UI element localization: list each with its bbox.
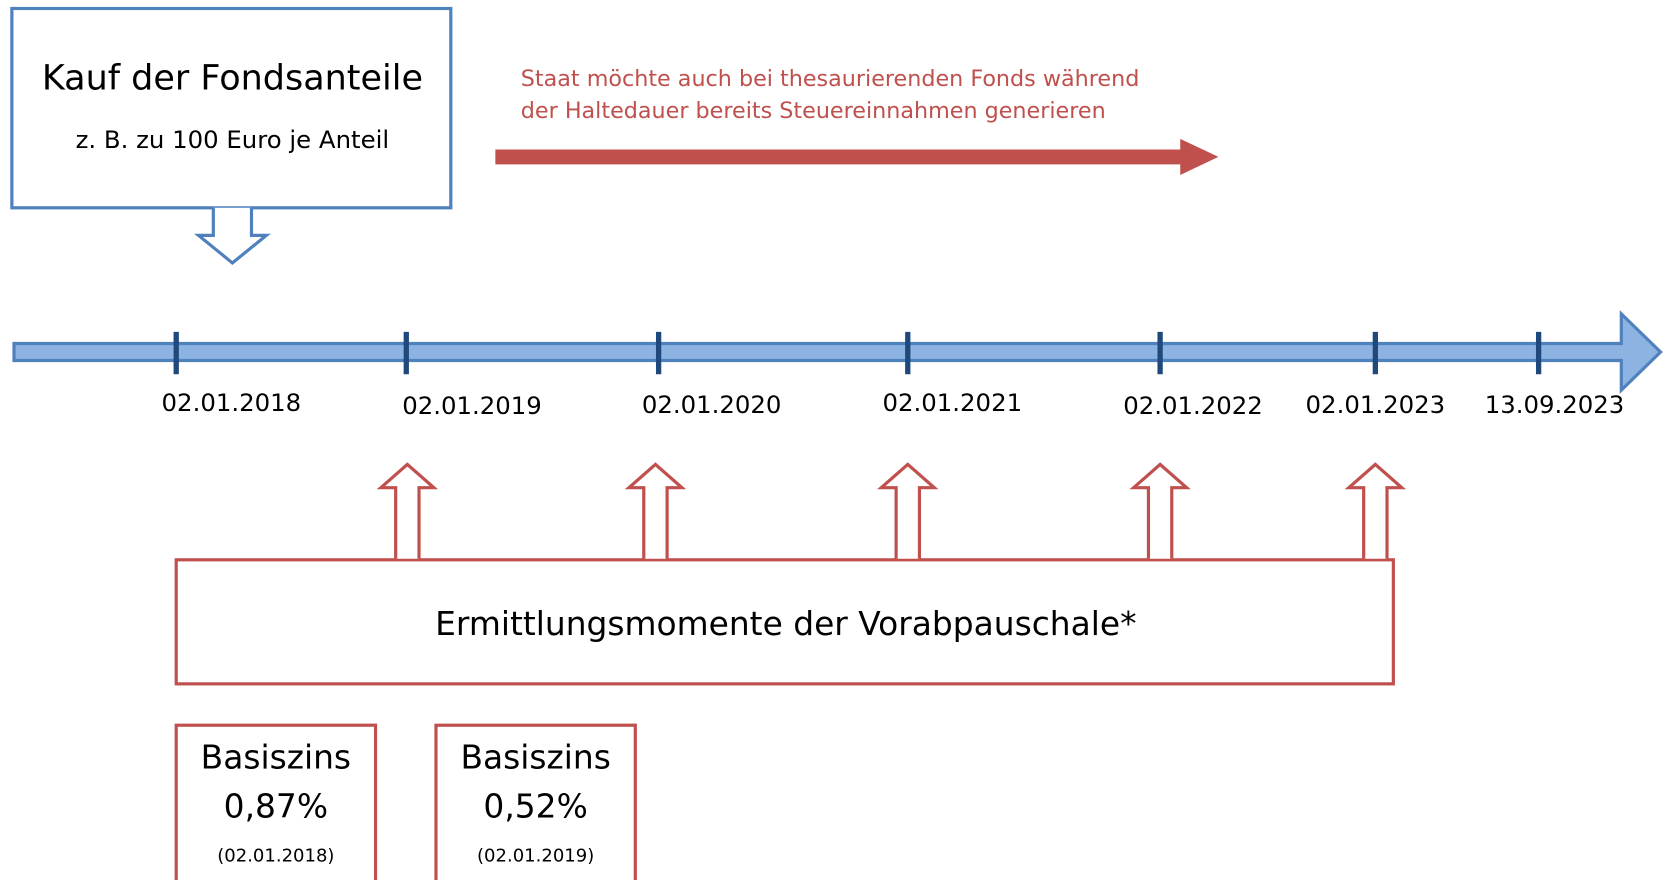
timeline-date: 02.01.2018 xyxy=(162,388,302,417)
up-arrow xyxy=(877,462,939,559)
note-line: der Haltedauer bereits Steuereinnahmen g… xyxy=(521,98,1106,124)
rate-date: (02.01.2019) xyxy=(477,846,594,867)
purchase-title: Kauf der Fondsanteile xyxy=(42,59,423,99)
timeline-date: 02.01.2020 xyxy=(642,390,782,419)
rate-date: (02.01.2018) xyxy=(217,846,334,867)
note-arrow xyxy=(495,138,1219,175)
rate-value: 0,87% xyxy=(224,786,328,825)
timeline-arrow xyxy=(12,310,1663,394)
purchase-arrow xyxy=(193,207,271,265)
timeline-date: 13.09.2023 xyxy=(1485,390,1625,419)
timeline-date: 02.01.2023 xyxy=(1306,390,1446,419)
timeline-date: 02.01.2019 xyxy=(402,391,542,420)
rate-value: 0,52% xyxy=(483,786,587,825)
rate-box xyxy=(434,723,637,880)
up-arrow xyxy=(624,462,687,559)
up-arrow xyxy=(1344,462,1407,559)
rate-label: Basiszins xyxy=(460,738,610,777)
determination-box xyxy=(174,558,1395,686)
rate-label: Basiszins xyxy=(201,738,351,777)
up-arrow xyxy=(376,462,439,559)
purchase-box xyxy=(10,6,453,210)
up-arrow xyxy=(1129,462,1191,559)
timeline-date: 02.01.2022 xyxy=(1123,391,1263,420)
purchase-subtitle: z. B. zu 100 Euro je Anteil xyxy=(76,125,390,154)
rate-box xyxy=(174,723,378,880)
timeline-date: 02.01.2021 xyxy=(883,388,1023,417)
determination-label: Ermittlungsmomente der Vorabpauschale* xyxy=(435,604,1136,643)
note-line: Staat möchte auch bei thesaurierenden Fo… xyxy=(521,66,1140,92)
